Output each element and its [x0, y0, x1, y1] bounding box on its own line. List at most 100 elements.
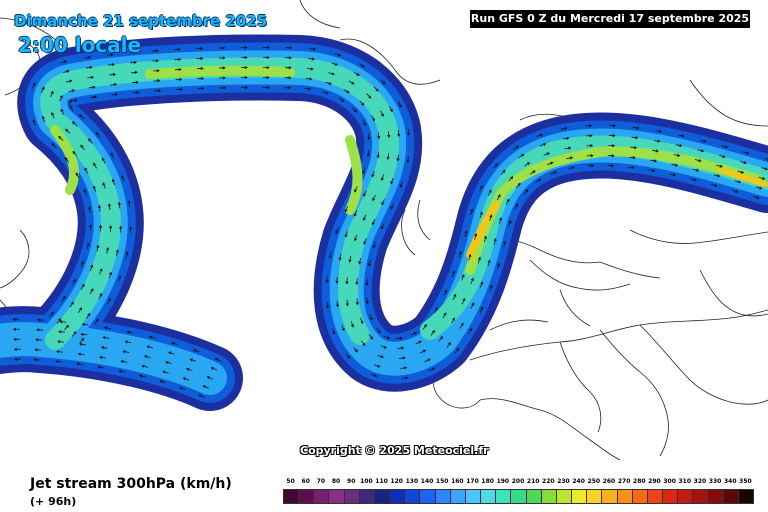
wind-arrow	[218, 66, 226, 70]
wind-arrow	[120, 359, 128, 364]
legend-value-label: 260	[602, 478, 616, 485]
wind-arrow	[497, 262, 501, 270]
wind-arrow	[710, 183, 718, 187]
wind-arrow	[493, 238, 497, 245]
wind-arrow	[86, 312, 91, 319]
wind-arrow	[608, 134, 616, 138]
wind-arrow	[106, 53, 114, 57]
legend-color-swatch	[283, 489, 300, 504]
wind-arrow	[390, 203, 394, 210]
wind-arrow	[345, 353, 351, 359]
wind-arrow	[72, 278, 76, 285]
wind-arrow	[373, 86, 379, 92]
wind-arrow	[758, 176, 766, 180]
wind-arrow	[219, 86, 227, 90]
wind-arrow	[365, 279, 369, 286]
wind-arrow	[397, 346, 405, 350]
wind-arrow	[566, 156, 574, 160]
wind-arrow	[146, 345, 154, 349]
wind-arrow	[353, 210, 358, 217]
wind-arrow	[496, 194, 501, 201]
wind-arrow	[72, 121, 78, 127]
wind-arrow	[407, 128, 411, 136]
wind-arrow	[132, 90, 140, 94]
wind-arrow	[170, 341, 178, 345]
wind-arrow	[764, 157, 768, 161]
wind-arrow	[514, 203, 519, 210]
wind-arrow	[107, 203, 111, 211]
wind-arrow	[182, 377, 190, 381]
wind-arrow	[459, 322, 464, 329]
wind-arrow	[104, 326, 111, 330]
legend-value-label: 140	[420, 478, 434, 485]
wind-arrow	[76, 362, 84, 366]
legend-value-label: 110	[375, 478, 388, 485]
wind-arrow	[304, 87, 312, 91]
time-title: 2:00 locale	[18, 33, 142, 57]
wind-arrow	[174, 57, 182, 62]
wind-arrow	[240, 56, 248, 60]
wind-arrow	[539, 143, 547, 147]
wind-arrow	[390, 177, 394, 185]
wind-arrow	[362, 119, 366, 127]
wind-arrow	[464, 230, 468, 238]
wind-arrow	[186, 367, 193, 372]
wind-arrow	[80, 283, 85, 290]
wind-arrow	[479, 211, 483, 218]
wind-arrow	[99, 268, 103, 275]
wind-arrow	[406, 156, 410, 164]
wind-arrow	[470, 208, 474, 216]
legend-color-swatch	[480, 489, 497, 504]
wind-arrow	[335, 300, 339, 308]
wind-arrow	[363, 190, 367, 197]
model-run-label: Run GFS 0 Z du Mercredi 17 septembre 202…	[470, 10, 750, 28]
wind-arrow	[585, 124, 593, 128]
wind-arrow	[360, 317, 364, 325]
wind-arrow	[64, 157, 70, 163]
wind-arrow	[75, 172, 80, 179]
wind-arrow	[721, 145, 729, 149]
wind-arrow	[152, 69, 160, 73]
parameter-label: Jet stream 300hPa (km/h)	[30, 476, 232, 492]
wind-arrow	[400, 366, 408, 370]
wind-arrow	[451, 270, 456, 278]
wind-arrow	[369, 313, 373, 321]
wind-arrow	[564, 146, 572, 150]
legend-color-swatch	[586, 489, 603, 504]
wind-arrow	[629, 155, 636, 160]
wind-arrow	[399, 181, 403, 188]
wind-arrow	[396, 154, 400, 162]
legend-color-swatch	[419, 489, 436, 504]
wind-arrow	[37, 318, 44, 322]
wind-arrow	[141, 364, 149, 368]
wind-arrow	[461, 297, 466, 305]
wind-arrow	[34, 348, 42, 352]
wind-arrow	[752, 196, 760, 200]
wind-arrow	[13, 337, 21, 341]
legend-color-swatch	[495, 489, 512, 504]
legend-value-label: 330	[708, 478, 722, 485]
wind-arrow	[109, 225, 113, 232]
wind-arrow	[189, 358, 197, 362]
legend-value-label: 90	[347, 478, 356, 485]
wind-arrow	[87, 75, 95, 79]
wind-arrow	[397, 101, 402, 108]
legend-color-swatch	[616, 489, 633, 504]
jet-stream-map	[0, 0, 768, 461]
wind-arrow	[343, 89, 350, 94]
legend-value-label: 310	[678, 478, 692, 485]
wind-arrow	[422, 324, 427, 330]
wind-arrow	[697, 149, 705, 153]
wind-arrow	[508, 176, 514, 182]
legend-color-swatch	[692, 489, 709, 504]
wind-arrow	[631, 136, 639, 140]
wind-arrow	[93, 185, 97, 193]
wind-arrow	[86, 242, 90, 250]
wind-arrow	[59, 320, 66, 324]
wind-arrow	[387, 131, 391, 139]
wind-arrow	[443, 289, 448, 296]
wind-arrow	[627, 165, 635, 170]
wind-arrow	[586, 144, 594, 148]
wind-arrow	[57, 340, 64, 344]
wind-arrow	[743, 151, 750, 155]
